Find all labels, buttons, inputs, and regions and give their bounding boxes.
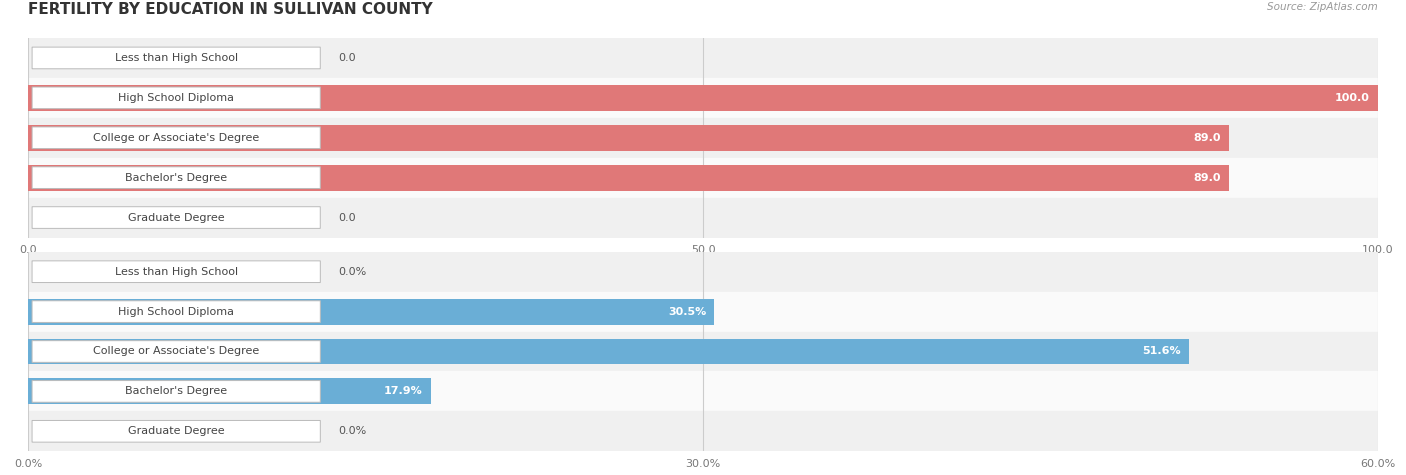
Bar <box>28 332 1378 371</box>
Bar <box>28 371 1378 411</box>
Bar <box>28 379 430 404</box>
Bar <box>28 299 714 324</box>
Bar <box>28 118 1378 158</box>
Text: Bachelor's Degree: Bachelor's Degree <box>125 386 228 397</box>
FancyBboxPatch shape <box>32 87 321 109</box>
Text: High School Diploma: High School Diploma <box>118 93 235 103</box>
FancyBboxPatch shape <box>32 167 321 189</box>
Text: High School Diploma: High School Diploma <box>118 306 235 317</box>
Text: 0.0%: 0.0% <box>339 266 367 277</box>
FancyBboxPatch shape <box>32 301 321 323</box>
Text: 89.0: 89.0 <box>1194 172 1222 183</box>
Text: FERTILITY BY EDUCATION IN SULLIVAN COUNTY: FERTILITY BY EDUCATION IN SULLIVAN COUNT… <box>28 2 433 17</box>
Text: 30.5%: 30.5% <box>668 306 706 317</box>
Bar <box>28 125 1229 151</box>
Text: Bachelor's Degree: Bachelor's Degree <box>125 172 228 183</box>
Bar <box>28 252 1378 292</box>
FancyBboxPatch shape <box>32 47 321 69</box>
FancyBboxPatch shape <box>32 127 321 149</box>
FancyBboxPatch shape <box>32 420 321 442</box>
Bar <box>28 339 1189 364</box>
FancyBboxPatch shape <box>32 207 321 228</box>
Text: Less than High School: Less than High School <box>115 53 238 63</box>
FancyBboxPatch shape <box>32 261 321 283</box>
Text: 0.0: 0.0 <box>339 212 356 223</box>
Text: College or Associate's Degree: College or Associate's Degree <box>93 133 259 143</box>
FancyBboxPatch shape <box>32 380 321 402</box>
Bar <box>28 292 1378 332</box>
Text: Source: ZipAtlas.com: Source: ZipAtlas.com <box>1267 2 1378 12</box>
Text: Less than High School: Less than High School <box>115 266 238 277</box>
Text: 0.0%: 0.0% <box>339 426 367 437</box>
Text: Graduate Degree: Graduate Degree <box>128 426 225 437</box>
Bar <box>28 38 1378 78</box>
Bar <box>28 78 1378 118</box>
Text: 0.0: 0.0 <box>339 53 356 63</box>
Text: Graduate Degree: Graduate Degree <box>128 212 225 223</box>
Text: 51.6%: 51.6% <box>1142 346 1181 357</box>
FancyBboxPatch shape <box>32 341 321 362</box>
Text: 100.0: 100.0 <box>1334 93 1369 103</box>
Bar <box>28 165 1229 190</box>
Bar <box>28 85 1378 111</box>
Text: 89.0: 89.0 <box>1194 133 1222 143</box>
Bar <box>28 158 1378 198</box>
Bar <box>28 198 1378 238</box>
Bar <box>28 411 1378 451</box>
Text: 17.9%: 17.9% <box>384 386 423 397</box>
Text: College or Associate's Degree: College or Associate's Degree <box>93 346 259 357</box>
